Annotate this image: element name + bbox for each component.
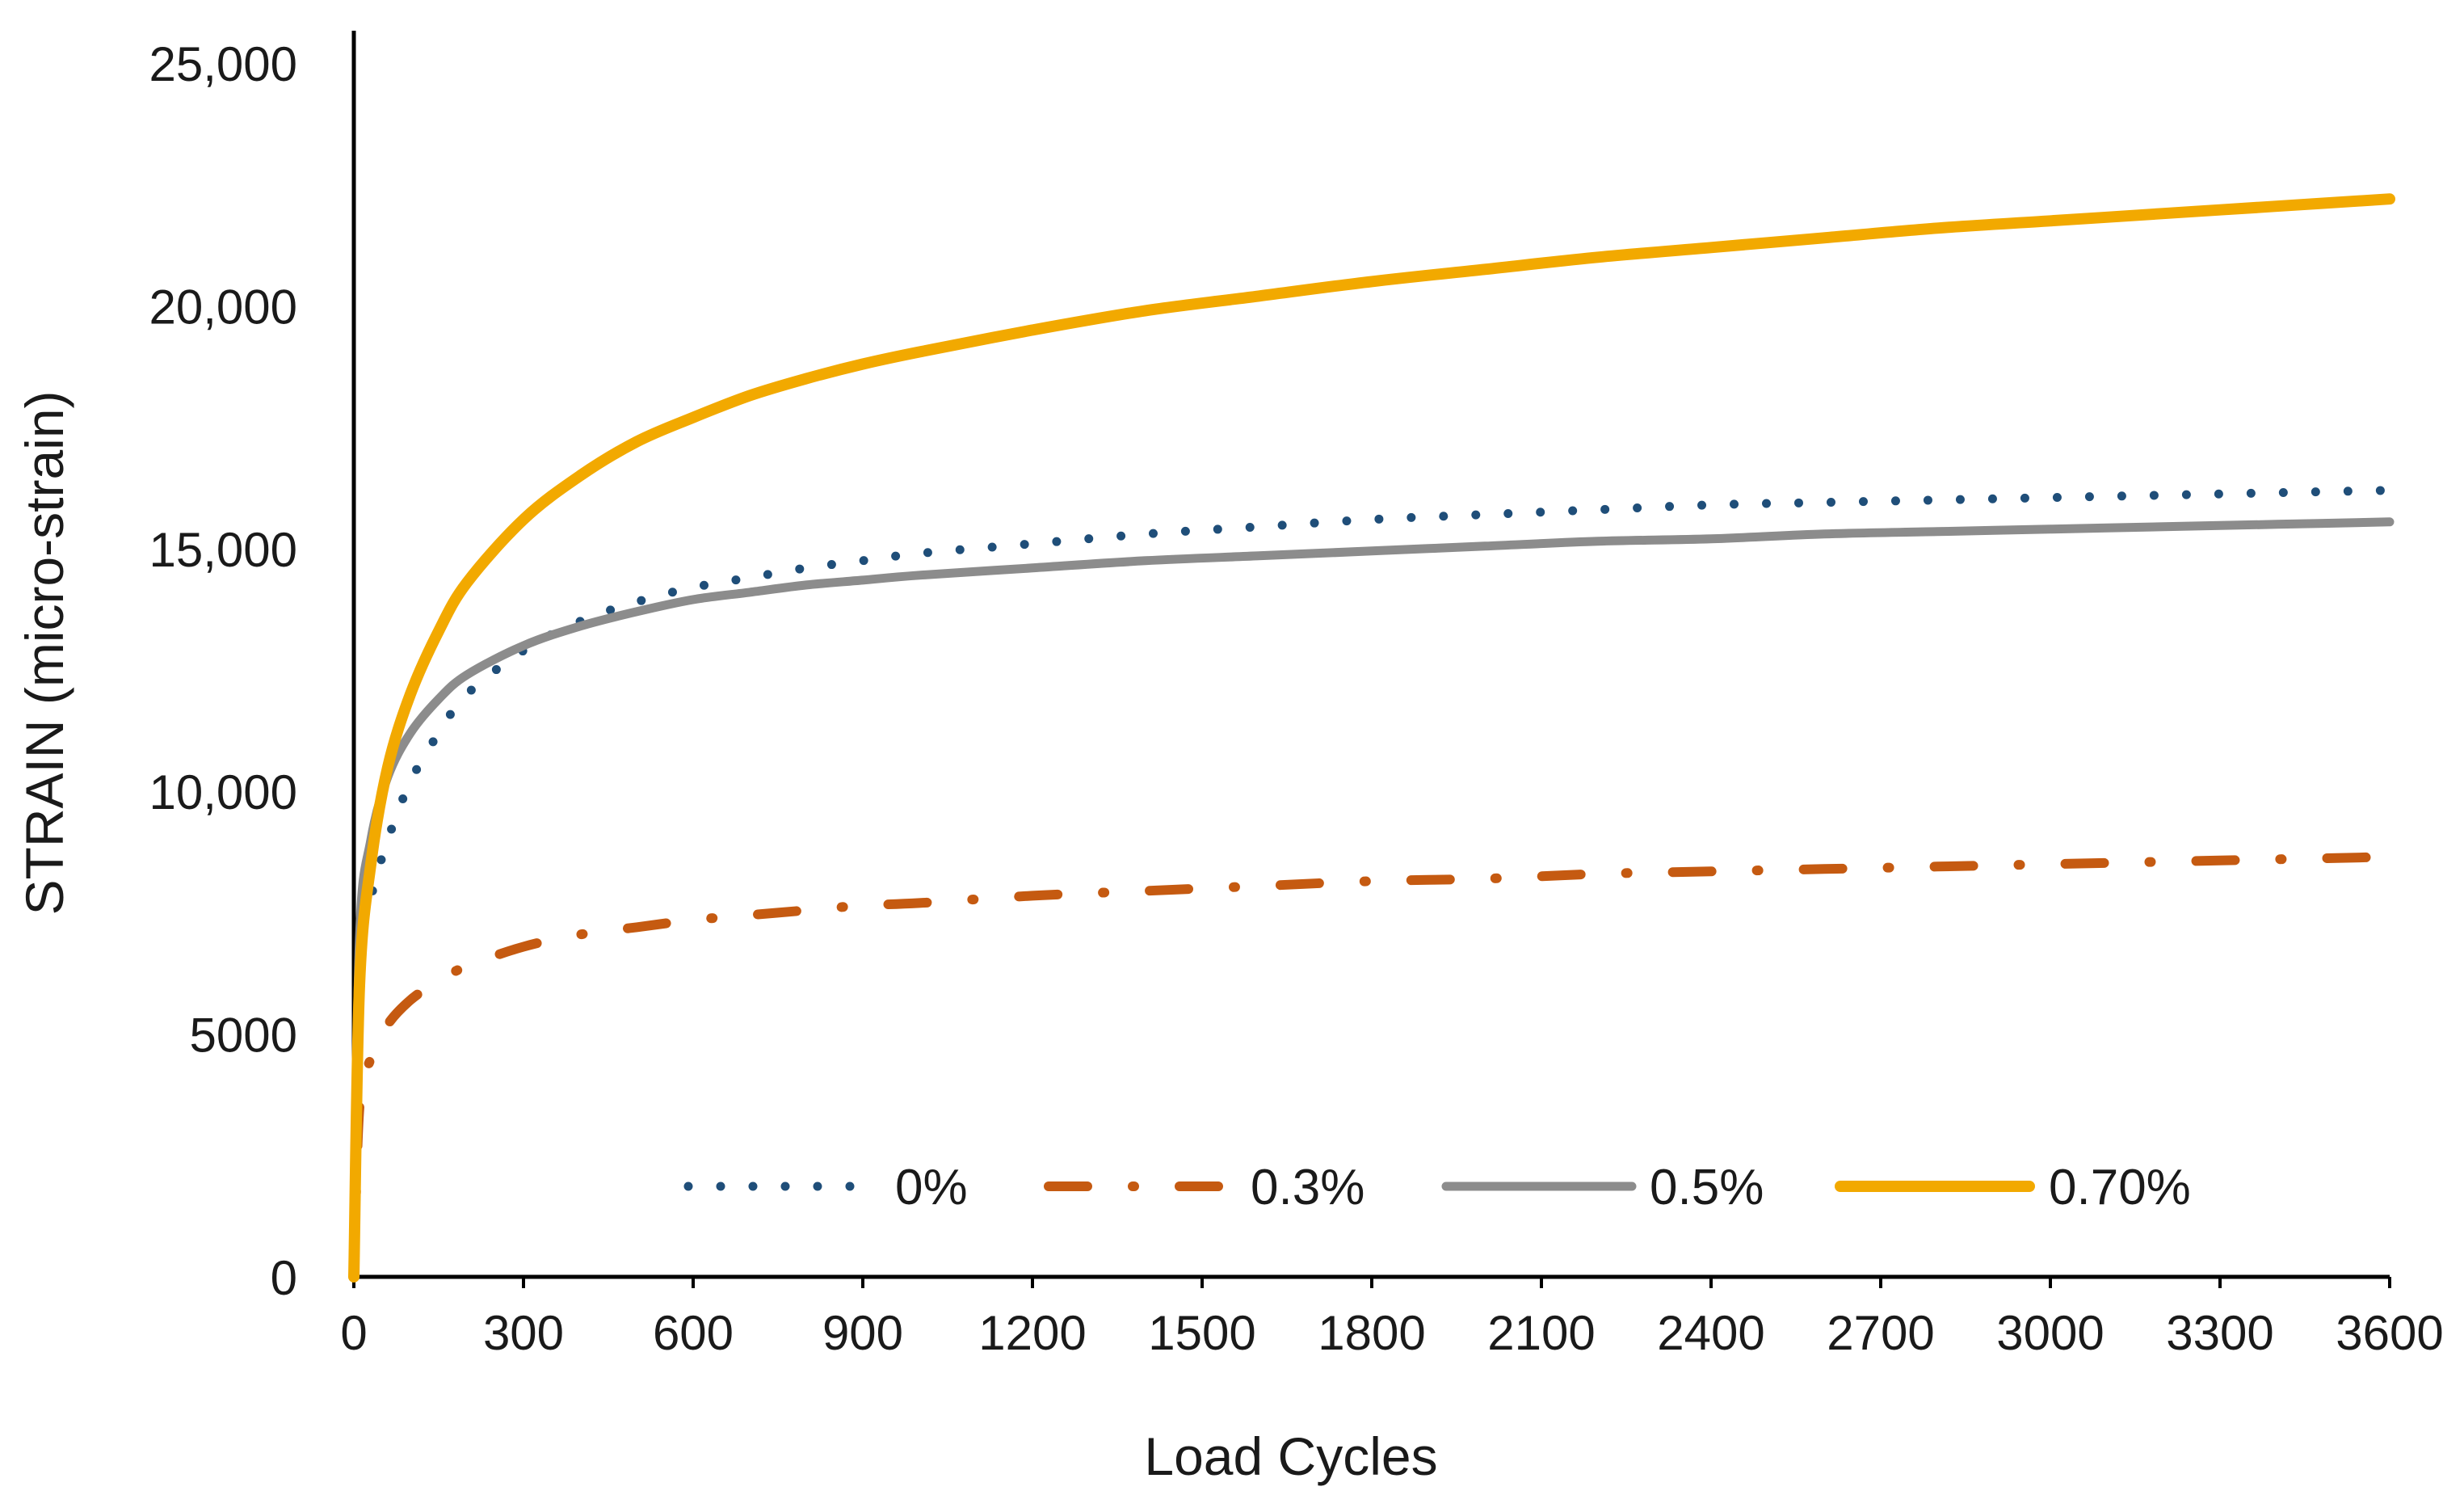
x-tick-label: 0 bbox=[340, 1306, 367, 1360]
axes-layer: 0 300 600 900 1200 1500 1800 2100 2400 2700 3000 33… bbox=[149, 31, 2444, 1360]
y-tick-label: 25,000 bbox=[149, 37, 297, 91]
x-tick-label: 1800 bbox=[1318, 1306, 1425, 1360]
y-tick-label: 5000 bbox=[190, 1009, 297, 1063]
x-tick-label: 1500 bbox=[1148, 1306, 1255, 1360]
series-line-03-pct bbox=[349, 852, 2395, 1282]
y-tick-label: 20,000 bbox=[149, 280, 297, 334]
x-axis-title: Load Cycles bbox=[1144, 1426, 1437, 1486]
series-layer bbox=[348, 193, 2395, 1283]
series-line-0-pct bbox=[349, 486, 2395, 1282]
y-tick-label: 0 bbox=[271, 1251, 297, 1305]
x-tick-label: 600 bbox=[653, 1306, 734, 1360]
legend-label: 0% bbox=[895, 1160, 968, 1215]
x-tick-label: 3600 bbox=[2336, 1306, 2443, 1360]
legend-label: 0.5% bbox=[1650, 1160, 1764, 1215]
x-tick-label: 2700 bbox=[1827, 1306, 1934, 1360]
x-tick-label: 300 bbox=[483, 1306, 564, 1360]
x-tick-label: 1200 bbox=[978, 1306, 1086, 1360]
series-line-070-pct bbox=[348, 193, 2395, 1283]
x-tick-label: 3300 bbox=[2166, 1306, 2273, 1360]
x-tick-label: 2100 bbox=[1487, 1306, 1595, 1360]
x-tick-label: 2400 bbox=[1657, 1306, 1764, 1360]
legend-label: 0.70% bbox=[2049, 1160, 2191, 1215]
y-tick-label: 15,000 bbox=[149, 523, 297, 577]
legend-label: 0.3% bbox=[1251, 1160, 1364, 1215]
y-tick-label: 10,000 bbox=[149, 765, 297, 819]
x-tick-label: 3000 bbox=[1996, 1306, 2104, 1360]
x-tick-label: 900 bbox=[822, 1306, 903, 1360]
y-axis-title: STRAIN (micro-strain) bbox=[15, 390, 74, 915]
legend: 0% 0.3% 0.5% 0.70% bbox=[683, 1160, 2191, 1215]
series-line-05-pct bbox=[349, 517, 2395, 1282]
